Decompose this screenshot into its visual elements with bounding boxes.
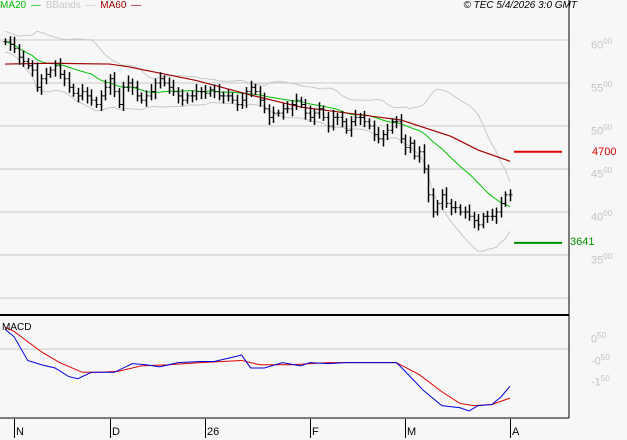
bbands-lower-line [4, 51, 511, 252]
x-tick-label: 26 [207, 426, 220, 438]
bbands-upper-line [4, 30, 511, 183]
legend-ma60: MA60 — [100, 0, 142, 11]
resistance-label: 4700 [592, 146, 617, 158]
ma60-line [4, 62, 511, 162]
x-tick-label: N [16, 426, 24, 438]
y-tick-label: 4500 [591, 166, 613, 181]
legend-ma20: MA20 — [0, 0, 41, 11]
ma20-line [4, 41, 511, 208]
y-tick-label: 5500 [591, 80, 613, 95]
macd-tick-label: -150 [591, 374, 610, 389]
y-tick-label: 5000 [591, 123, 613, 138]
x-tick-label: M [407, 426, 417, 438]
x-tick-label: A [512, 426, 520, 438]
y-tick-label: 3500 [591, 252, 613, 267]
legend: MA20 — BBands — MA60 — [0, 0, 143, 11]
y-tick-label: 6000 [591, 37, 613, 52]
x-tick-label: D [112, 426, 120, 438]
macd-line [4, 328, 511, 412]
copyright-timestamp: © TEC 5/4/2026 3:0 GMT [463, 0, 577, 11]
x-tick-label: F [312, 426, 319, 438]
macd-tick-label: -050 [591, 352, 610, 368]
y-tick-label: 4000 [591, 209, 613, 224]
macd-signal-line [4, 326, 511, 407]
legend-bbands: BBands — [45, 0, 96, 11]
macd-title: MACD [2, 322, 32, 333]
support-label: 3641 [570, 236, 595, 248]
macd-tick-label: 050 [591, 331, 607, 346]
